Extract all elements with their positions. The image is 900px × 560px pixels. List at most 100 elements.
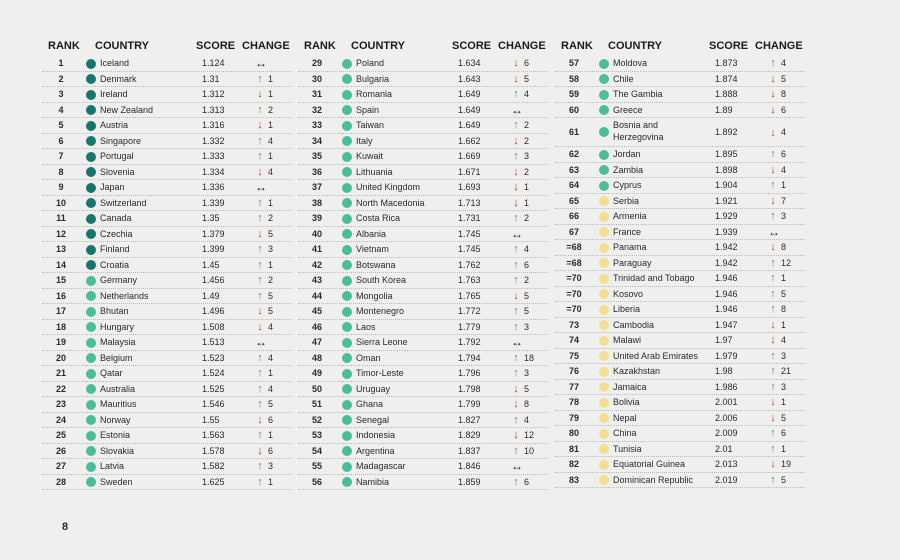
- score-cell: 1.846: [458, 461, 481, 471]
- change-cell: 6: [268, 414, 274, 425]
- status-dot-icon: [599, 335, 609, 346]
- change-cell: 1: [268, 89, 274, 99]
- country-cell: Hungary: [100, 321, 135, 332]
- status-dot-icon: [342, 198, 352, 208]
- rank-cell: 51: [311, 399, 322, 409]
- table-row: 51 Ghana 1.799 ↓ 8: [298, 397, 548, 413]
- score-cell: 1.649: [458, 104, 481, 115]
- arrow-down-icon: ↓: [257, 444, 263, 457]
- table-row: 44 Mongolia 1.765 ↓ 5: [298, 289, 548, 304]
- country-cell: China: [613, 428, 637, 438]
- status-dot-icon: [342, 477, 352, 487]
- change-cell: 4: [781, 164, 787, 175]
- table-row: 55 Madagascar 1.846 ↔: [298, 459, 548, 475]
- country-cell: Laos: [356, 321, 376, 332]
- arrow-both-icon: ↔: [768, 224, 780, 239]
- country-cell: New Zealand: [100, 104, 154, 115]
- table-row: 61 Bosnia and Herzegovina 1.892 ↓ 4: [555, 118, 805, 147]
- country-cell: Liberia: [613, 304, 641, 314]
- arrow-up-icon: ↑: [513, 305, 519, 317]
- status-dot-icon: [599, 320, 609, 330]
- score-cell: 1.895: [715, 149, 738, 159]
- score-cell: 2.019: [715, 474, 738, 485]
- ranking-column-2: RANK COUNTRY SCORE CHANGE 29 Poland 1.634 ↓…: [298, 36, 548, 490]
- status-dot-icon: [342, 58, 352, 69]
- table-row: 76 Kazakhstan 1.98 ↑ 21: [555, 364, 805, 380]
- table-row: 5 Austria 1.316 ↓ 1: [42, 118, 292, 134]
- arrow-up-icon: ↑: [513, 150, 519, 162]
- arrow-up-icon: ↑: [770, 287, 776, 300]
- country-cell: Serbia: [613, 195, 640, 206]
- arrow-down-icon: ↓: [770, 241, 776, 253]
- score-cell: 1.986: [715, 381, 738, 392]
- rank-cell: 65: [568, 195, 579, 206]
- change-header: CHANGE: [498, 40, 546, 52]
- ranking-rows: 57 Moldova 1.873 ↑ 4 58 Chile 1.874 ↓ 5 59 The Gamb…: [555, 56, 805, 488]
- arrow-down-icon: ↓: [770, 396, 776, 408]
- country-cell: Tunisia: [613, 443, 642, 454]
- arrow-up-icon: ↑: [513, 351, 519, 364]
- country-cell: Portugal: [100, 151, 134, 161]
- country-cell: Netherlands: [100, 290, 149, 301]
- status-dot-icon: [86, 415, 96, 425]
- change-cell: 1: [268, 430, 274, 440]
- ranking-rows: 29 Poland 1.634 ↓ 6 30 Bulgaria 1.643 ↓ 5 31 Romani…: [298, 56, 548, 490]
- status-dot-icon: [86, 275, 96, 286]
- arrow-up-icon: ↑: [513, 243, 519, 255]
- change-cell: 8: [524, 399, 530, 409]
- score-cell: 1.939: [715, 226, 738, 237]
- rank-cell: 75: [568, 350, 579, 361]
- country-cell: Qatar: [100, 368, 123, 378]
- score-cell: 1.671: [458, 166, 481, 177]
- rank-cell: 18: [55, 321, 66, 332]
- table-row: 35 Kuwait 1.669 ↑ 3: [298, 149, 548, 165]
- table-row: 18 Hungary 1.508 ↓ 4: [42, 320, 292, 335]
- arrow-up-icon: ↑: [257, 382, 263, 395]
- rank-cell: 74: [568, 335, 579, 345]
- change-cell: 5: [524, 383, 530, 394]
- status-dot-icon: [342, 151, 352, 162]
- arrow-down-icon: ↓: [513, 165, 519, 178]
- status-dot-icon: [86, 89, 96, 100]
- status-dot-icon: [599, 258, 609, 268]
- table-row: 4 New Zealand 1.313 ↑ 2: [42, 103, 292, 118]
- table-row: 23 Mauritius 1.546 ↑ 5: [42, 397, 292, 413]
- score-cell: 1.456: [202, 275, 225, 285]
- change-cell: 5: [268, 306, 274, 316]
- table-row: 24 Norway 1.55 ↓ 6: [42, 413, 292, 428]
- score-cell: 1.745: [458, 244, 481, 254]
- country-cell: Belgium: [100, 352, 133, 363]
- status-dot-icon: [86, 461, 96, 472]
- change-cell: 6: [781, 104, 787, 115]
- rank-cell: 62: [568, 149, 579, 159]
- ranking-rows: 1 Iceland 1.124 ↔ 2 Denmark 1.31 ↑ 1 3 Ireland 1.31…: [42, 56, 292, 490]
- change-cell: 4: [524, 414, 530, 425]
- rank-cell: 77: [568, 381, 579, 392]
- column-header: RANK COUNTRY SCORE CHANGE: [555, 36, 805, 56]
- rank-cell: 83: [568, 474, 579, 485]
- change-cell: 2: [524, 120, 530, 130]
- country-header: COUNTRY: [351, 40, 405, 52]
- rank-cell: 59: [568, 89, 579, 99]
- table-row: 3 Ireland 1.312 ↓ 1: [42, 87, 292, 103]
- table-row: 30 Bulgaria 1.643 ↓ 5: [298, 72, 548, 87]
- change-cell: 6: [781, 428, 787, 438]
- country-cell: Dominican Republic: [613, 474, 694, 485]
- arrow-up-icon: ↑: [770, 442, 776, 455]
- score-header: SCORE: [452, 40, 492, 52]
- table-row: 43 South Korea 1.763 ↑ 2: [298, 273, 548, 289]
- status-dot-icon: [342, 399, 352, 410]
- rank-cell: 4: [58, 104, 64, 115]
- table-row: 33 Taiwan 1.649 ↑ 2: [298, 118, 548, 134]
- rank-cell: 1: [58, 58, 64, 68]
- arrow-down-icon: ↓: [770, 127, 776, 139]
- rank-cell: 22: [55, 383, 66, 394]
- score-cell: 1.97: [715, 335, 733, 345]
- country-cell: Botswana: [356, 259, 396, 270]
- status-dot-icon: [599, 413, 609, 423]
- rank-cell: 13: [55, 244, 66, 254]
- status-dot-icon: [342, 167, 352, 177]
- score-cell: 1.942: [715, 257, 738, 268]
- status-dot-icon: [86, 229, 96, 239]
- status-dot-icon: [86, 136, 96, 146]
